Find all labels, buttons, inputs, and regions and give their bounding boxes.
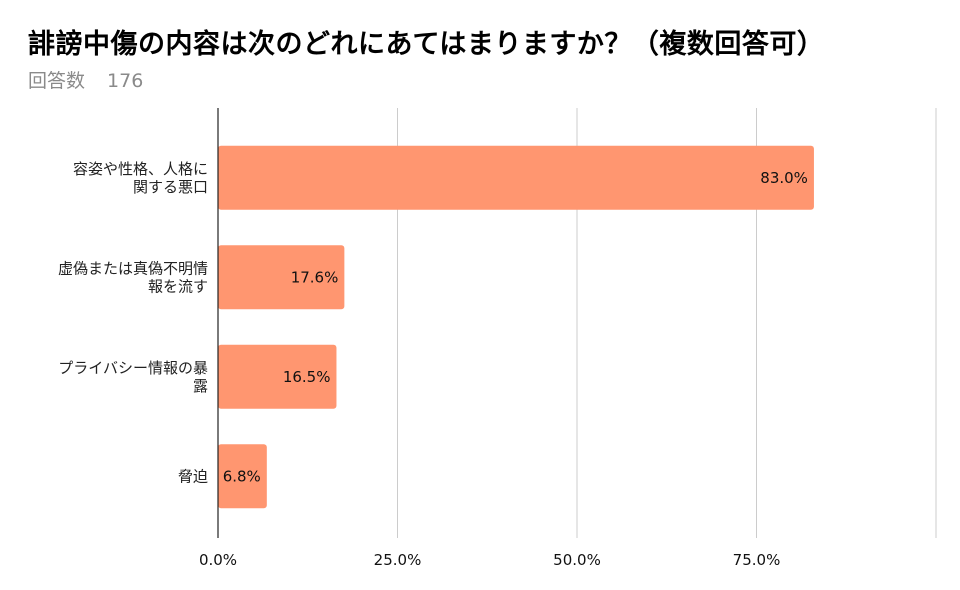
x-tick-label: 75.0%	[733, 551, 781, 569]
category-label: 露	[193, 377, 208, 395]
category-label: 報を流す	[148, 277, 208, 295]
bar	[218, 245, 345, 310]
chart-title: 誹謗中傷の内容は次のどれにあてはまりますか？（複数回答可）	[28, 29, 825, 60]
response-count: 回答数 176	[28, 66, 143, 93]
category-label: 関する悪口	[133, 178, 208, 196]
x-tick-label: 50.0%	[553, 551, 601, 569]
category-label: 脅迫	[178, 467, 208, 485]
category-label: プライバシー情報の暴	[58, 359, 208, 377]
bar	[218, 444, 267, 509]
data-label: 16.5%	[283, 368, 331, 386]
data-label: 83.0%	[760, 169, 808, 187]
bar	[218, 145, 814, 210]
response-count-value: 176	[107, 70, 144, 92]
category-label: 虚偽または真偽不明情	[58, 259, 208, 277]
x-tick-label: 25.0%	[374, 551, 422, 569]
x-tick-label: 0.0%	[199, 551, 237, 569]
data-label: 6.8%	[223, 467, 261, 485]
category-label: 容姿や性格、人格に	[73, 160, 208, 178]
bar	[218, 344, 337, 409]
data-label: 17.6%	[291, 268, 339, 286]
response-count-label: 回答数	[28, 70, 86, 92]
